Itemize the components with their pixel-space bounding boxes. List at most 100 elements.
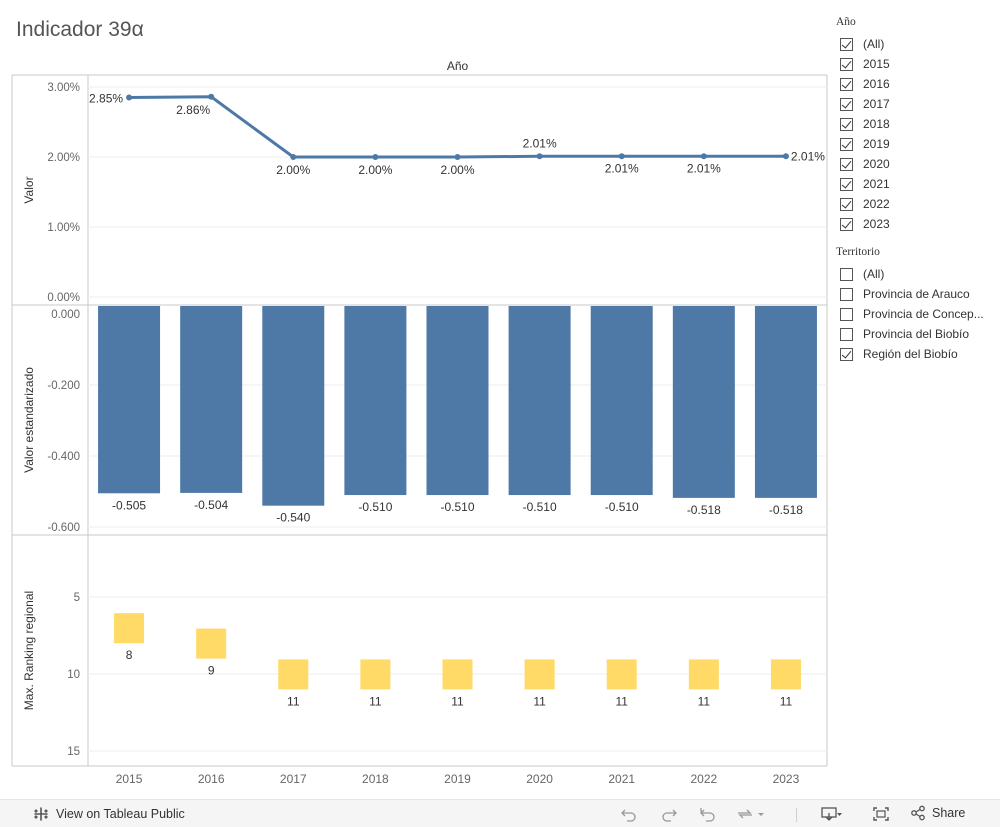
data-label: -0.518 [687,503,721,517]
y-axis-label: Max. Ranking regional [22,591,36,710]
y-axis-label: Valor estandarizado [22,367,36,473]
redo-icon[interactable] [660,806,678,822]
year-filter-option-label: 2016 [863,77,890,91]
toolbar: View on Tableau Public Share [0,799,1000,827]
year-filter-option[interactable]: 2020 [836,154,996,174]
territory-filter-option[interactable]: Región del Biobío [836,344,996,364]
year-filter-checkbox[interactable] [840,37,853,51]
territory-filter-option[interactable]: Provincia de Arauco [836,284,996,304]
bar [114,613,145,644]
data-label: 11 [287,694,300,708]
x-tick-label: 2022 [690,772,717,786]
y-tick-label: 2.00% [47,152,80,164]
bar [672,306,735,498]
line-point [700,153,707,160]
year-filter-checkbox[interactable] [840,97,853,111]
bar [590,306,653,496]
x-tick-label: 2015 [116,772,143,786]
refresh-dropdown-icon[interactable] [756,806,766,822]
year-filter-option-label: 2022 [863,197,890,211]
revert-icon[interactable] [698,806,716,822]
data-label: 2.86% [176,103,210,117]
x-tick-label: 2017 [280,772,307,786]
data-label: 11 [533,694,546,708]
year-filter-checkbox[interactable] [840,77,853,91]
year-filter-option[interactable]: 2023 [836,214,996,234]
year-filter-checkbox[interactable] [840,217,853,231]
data-label: 2.01% [523,136,557,150]
bar [344,306,407,496]
year-filter-checkbox[interactable] [840,197,853,211]
undo-icon[interactable] [620,806,638,822]
y-tick-label: 5 [74,592,80,604]
y-tick-label: 0.00% [47,292,80,304]
refresh-icon[interactable] [736,806,754,822]
territory-filter-option[interactable]: (All) [836,264,996,284]
line-point [536,153,543,160]
x-tick-label: 2023 [773,772,800,786]
download-icon[interactable] [820,806,842,822]
data-label: 8 [126,648,133,662]
bar [180,306,243,493]
year-filter-option[interactable]: 2017 [836,94,996,114]
y-axis-label: Valor [22,176,36,203]
bar [688,659,719,690]
line-point [126,94,133,101]
territory-filter-checkbox[interactable] [840,287,853,301]
territory-filter-option-label: Región del Biobío [863,347,958,361]
year-filter-option[interactable]: 2022 [836,194,996,214]
year-filter-option[interactable]: 2021 [836,174,996,194]
view-on-tableau-public-button[interactable]: View on Tableau Public [32,805,185,823]
data-label: 2.00% [440,163,474,177]
data-label: -0.518 [769,503,803,517]
territory-filter-checkbox[interactable] [840,307,853,321]
x-tick-label: 2020 [526,772,553,786]
year-filter-option-label: 2017 [863,97,890,111]
year-filter-option[interactable]: (All) [836,34,996,54]
territory-filter-option-label: Provincia de Concep... [863,307,984,321]
year-filter-checkbox[interactable] [840,177,853,191]
bar [524,659,555,690]
bar [278,659,309,690]
territory-filter-checkbox[interactable] [840,267,853,281]
y-tick-label: 1.00% [47,222,80,234]
data-label: 2.01% [605,161,639,175]
year-filter-checkbox[interactable] [840,117,853,131]
line-point [782,153,789,160]
fullscreen-icon[interactable] [872,806,890,822]
year-filter-checkbox[interactable] [840,57,853,71]
year-filter-option[interactable]: 2019 [836,134,996,154]
year-filter-checkbox[interactable] [840,137,853,151]
line-point [290,154,297,160]
chart-area: Año 0.00% 1.00% 2.00% 3.00% Valor 2.85% 2.86% 2.… [11,59,828,786]
data-label: 2.01% [791,149,825,163]
toolbar-separator [796,808,797,822]
y-tick-label: -0.400 [47,451,80,463]
data-label: 2.01% [687,161,721,175]
year-filter-option[interactable]: 2018 [836,114,996,134]
territory-filter-option[interactable]: Provincia del Biobío [836,324,996,344]
filters-panel: Año (All) 2015 2016 2017 2018 2019 2020 2021 202… [836,14,996,374]
territory-filter-option-label: Provincia del Biobío [863,327,970,341]
data-label: -0.510 [523,500,557,514]
data-label: -0.510 [440,500,474,514]
y-tick-label: 10 [67,669,80,681]
y-tick-label: 0.000 [51,309,80,321]
bar [426,306,489,496]
year-filter-option-label: 2020 [863,157,890,171]
year-filter-option[interactable]: 2015 [836,54,996,74]
share-button[interactable]: Share [910,805,965,821]
bar [98,306,161,494]
year-filter-checkbox[interactable] [840,157,853,171]
year-filter-option-label: 2018 [863,117,890,131]
territory-filter-checkbox[interactable] [840,327,853,341]
year-filter-option-label: 2021 [863,177,890,191]
data-label: -0.505 [112,498,146,512]
year-filter-option-label: 2023 [863,217,890,231]
dashboard-title: Indicador 39α [16,18,144,41]
territory-filter-option[interactable]: Provincia de Concep... [836,304,996,324]
year-filter-option[interactable]: 2016 [836,74,996,94]
data-label: -0.510 [605,500,639,514]
data-label: 11 [451,694,464,708]
territory-filter-checkbox[interactable] [840,347,853,361]
